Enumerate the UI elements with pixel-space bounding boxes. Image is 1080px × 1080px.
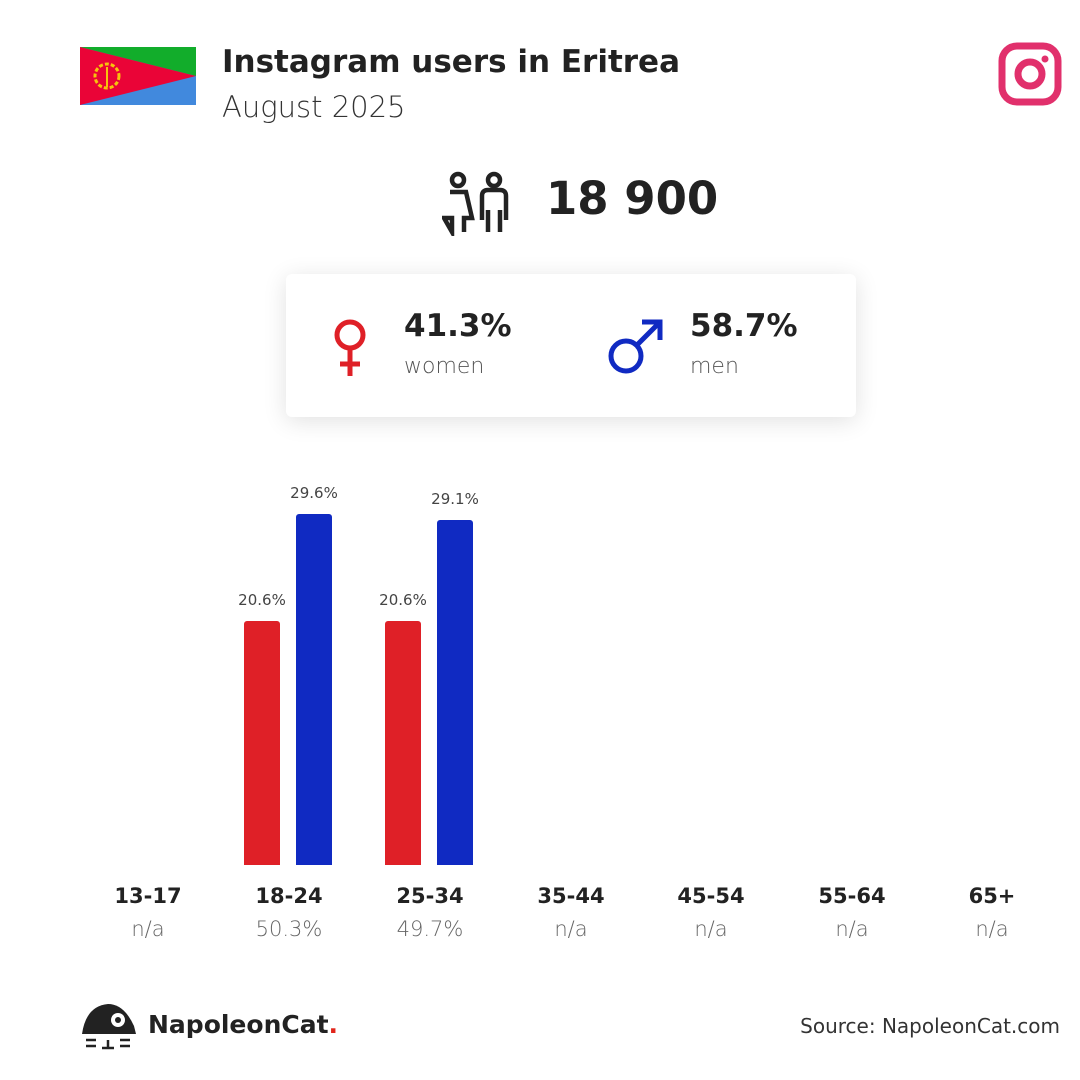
category-label: 35-44 (537, 884, 605, 908)
women-bar (244, 620, 280, 865)
gender-card: 41.3% women 58.7% men (286, 274, 856, 417)
women-label: women (404, 354, 485, 379)
men-bar (437, 519, 473, 865)
men-label: men (690, 354, 739, 379)
category-share: 50.3% (255, 917, 323, 941)
category-share: 49.7% (396, 917, 464, 941)
instagram-icon (998, 42, 1062, 106)
source-text: Source: NapoleonCat.com (800, 1014, 1060, 1038)
category-label: 13-17 (114, 884, 182, 908)
category-share: n/a (975, 917, 1009, 941)
category-label: 18-24 (255, 884, 323, 908)
women-percent: 41.3% (404, 308, 512, 344)
women-bar (385, 620, 421, 865)
category-share: n/a (131, 917, 165, 941)
men-percent: 58.7% (690, 308, 798, 344)
users-icon (442, 171, 509, 236)
page-title: Instagram users in Eritrea (222, 44, 680, 80)
eritrea-flag-icon (80, 47, 196, 105)
category-label: 65+ (968, 884, 1016, 908)
total-users: 18 900 (546, 172, 719, 225)
category-share: n/a (554, 917, 588, 941)
male-symbol-icon (608, 319, 663, 374)
brand-name: NapoleonCat. (148, 1010, 339, 1039)
category-share: n/a (694, 917, 728, 941)
women-value-label: 20.6% (379, 590, 427, 609)
napoleoncat-logo-icon (82, 1004, 136, 1050)
men-bar (296, 513, 332, 865)
category-label: 45-54 (677, 884, 745, 908)
female-symbol-icon (334, 319, 366, 376)
men-value-label: 29.1% (431, 489, 479, 508)
category-label: 55-64 (818, 884, 886, 908)
women-value-label: 20.6% (238, 590, 286, 609)
category-label: 25-34 (396, 884, 464, 908)
category-share: n/a (835, 917, 869, 941)
page-subtitle: August 2025 (222, 90, 406, 124)
men-value-label: 29.6% (290, 483, 338, 502)
